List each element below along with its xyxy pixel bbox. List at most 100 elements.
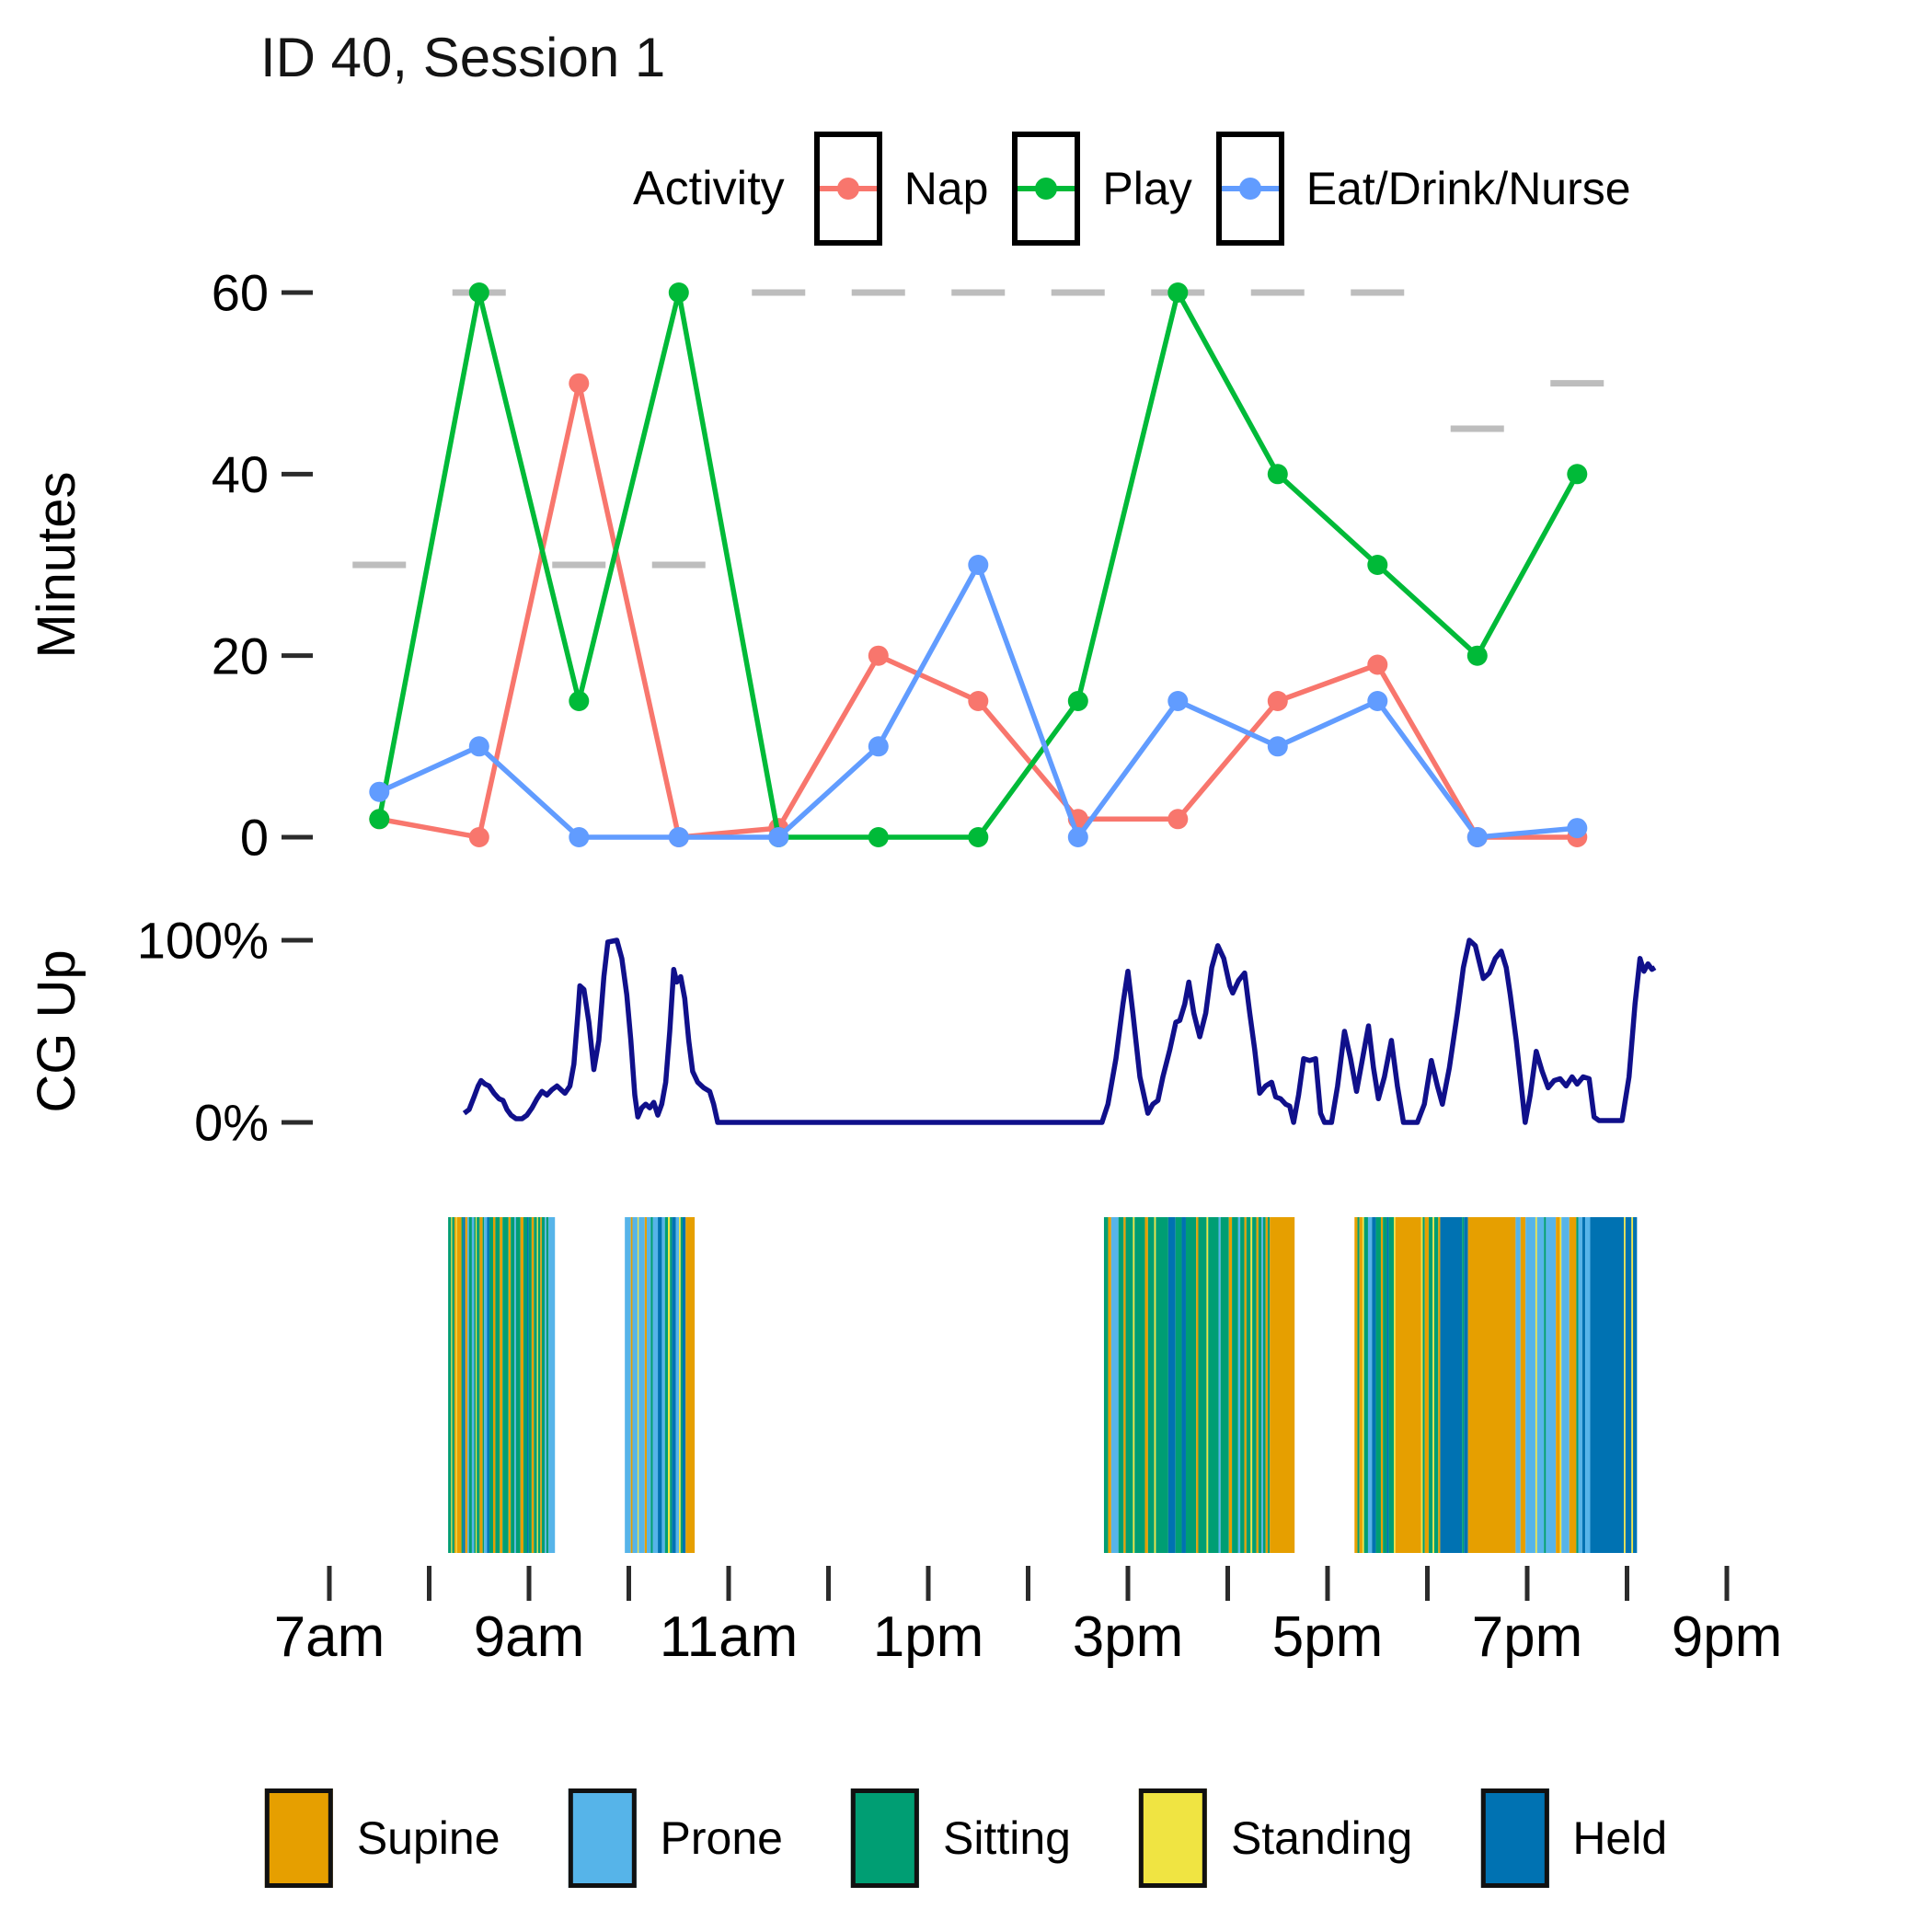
- x-tick-label: 3pm: [1073, 1605, 1184, 1669]
- position-stripe-prone: [1578, 1217, 1582, 1553]
- position-stripe-sitting: [468, 1217, 472, 1553]
- x-tick-label: 7pm: [1472, 1605, 1583, 1669]
- position-stripe-prone: [625, 1217, 631, 1553]
- position-stripe-standing: [1535, 1217, 1537, 1553]
- nap-point: [868, 645, 889, 666]
- legend-key-label: Nap: [903, 163, 989, 214]
- position-stripe-sitting: [1125, 1217, 1133, 1553]
- eat-drink-nurse-point: [1367, 691, 1388, 711]
- position-stripe-prone: [1218, 1217, 1221, 1553]
- position-stripe-prone: [647, 1217, 651, 1553]
- position-stripe-supine: [1424, 1217, 1429, 1553]
- position-stripe-standing: [1133, 1217, 1135, 1553]
- position-stripe-held: [1633, 1217, 1638, 1553]
- play-point: [1167, 282, 1189, 303]
- activity-legend-item-eat-drink-nurse: Eat/Drink/Nurse: [1215, 132, 1631, 246]
- activity-legend-title: Activity: [633, 162, 785, 215]
- position-key-label: Sitting: [942, 1812, 1071, 1864]
- position-stripe-sitting: [1428, 1217, 1433, 1553]
- position-key-swatch: [264, 1788, 333, 1888]
- position-stripe-held: [672, 1217, 676, 1553]
- nap-point: [1167, 809, 1189, 830]
- position-stripe-sitting: [1175, 1217, 1182, 1553]
- eat-drink-nurse-point: [1167, 691, 1189, 711]
- position-stripe-sitting: [650, 1217, 653, 1553]
- position-stripe-supine: [1265, 1217, 1268, 1553]
- position-stripe-supine: [630, 1217, 633, 1553]
- position-stripe-sitting: [502, 1217, 509, 1553]
- position-stripe-sitting: [546, 1217, 549, 1553]
- position-stripe-supine: [1270, 1217, 1295, 1553]
- position-stripe-standing: [668, 1217, 671, 1553]
- position-stripe-sitting: [1462, 1217, 1465, 1553]
- position-stripe-sitting: [1576, 1217, 1579, 1553]
- eat-drink-nurse-point: [569, 827, 590, 847]
- position-stripe-sitting: [1383, 1217, 1387, 1553]
- position-stripe-supine: [500, 1217, 503, 1553]
- position-stripe-sitting: [664, 1217, 668, 1553]
- legend-key-icon: [1012, 132, 1081, 246]
- eat-drink-nurse-point: [868, 736, 889, 757]
- position-stripe-prone: [471, 1217, 475, 1553]
- activity-legend-item-nap: Nap: [813, 132, 989, 246]
- position-stripe-standing: [1631, 1217, 1634, 1553]
- position-stripe-sitting: [1375, 1217, 1381, 1553]
- position-stripe-held: [1581, 1217, 1586, 1553]
- legend-key-icon: [813, 132, 882, 246]
- eat-drink-nurse-point: [1067, 827, 1088, 847]
- x-tick-label: 9pm: [1672, 1605, 1783, 1669]
- position-stripe-supine: [1228, 1217, 1233, 1553]
- position-stripe-supine: [479, 1217, 483, 1553]
- position-stripe-supine: [644, 1217, 648, 1553]
- page-title: ID 40, Session 1: [260, 27, 666, 88]
- position-stripe-supine: [1196, 1217, 1199, 1553]
- position-stripe-supine: [492, 1217, 496, 1553]
- position-stripe-prone: [1546, 1217, 1557, 1553]
- position-stripe-supine: [1395, 1217, 1421, 1553]
- position-stripe-prone: [675, 1217, 680, 1553]
- eat-drink-nurse-point: [668, 827, 689, 847]
- position-stripe-sitting: [1103, 1217, 1109, 1553]
- position-stripe-prone: [638, 1217, 645, 1553]
- position-stripe-standing: [1432, 1217, 1434, 1553]
- legend-key-dot: [836, 178, 859, 200]
- position-stripe-held: [527, 1217, 529, 1553]
- position-legend-item-standing: Standing: [1138, 1788, 1412, 1888]
- position-stripe-supine: [1380, 1217, 1384, 1553]
- position-stripe-supine: [465, 1217, 468, 1553]
- eat-drink-nurse-point: [1466, 827, 1488, 847]
- x-tick-label: 5pm: [1272, 1605, 1384, 1669]
- position-stripe-sitting: [1185, 1217, 1197, 1553]
- position-stripe-prone: [484, 1217, 488, 1553]
- minutes-tick-label: 0: [240, 809, 269, 867]
- position-stripe-prone: [1515, 1217, 1521, 1553]
- position-stripe-prone: [548, 1217, 556, 1553]
- minutes-tick-label: 20: [212, 627, 269, 684]
- position-stripe-supine: [1467, 1217, 1516, 1553]
- position-stripe-standing: [1420, 1217, 1423, 1553]
- position-stripe-sitting: [1267, 1217, 1271, 1553]
- legend-key-label: Eat/Drink/Nurse: [1305, 163, 1631, 214]
- position-stripe-standing: [475, 1217, 477, 1553]
- eat-drink-nurse-point: [1267, 736, 1288, 757]
- position-stripe-supine: [1123, 1217, 1126, 1553]
- position-stripe-sitting: [495, 1217, 500, 1553]
- position-stripe-prone: [1536, 1217, 1545, 1553]
- position-stripe-sitting: [511, 1217, 515, 1553]
- play-point: [1367, 555, 1388, 575]
- position-stripe-held: [1440, 1217, 1463, 1553]
- position-stripe-prone: [1525, 1217, 1535, 1553]
- eat-drink-nurse-point: [768, 827, 789, 847]
- position-stripe-sitting: [1134, 1217, 1145, 1553]
- position-stripe-sitting: [1208, 1217, 1219, 1553]
- position-stripe-sitting: [1232, 1217, 1238, 1553]
- position-stripe-sitting: [670, 1217, 673, 1553]
- eat-drink-nurse-point: [369, 781, 390, 802]
- position-stripe-supine: [1438, 1217, 1441, 1553]
- position-stripe-held: [1372, 1217, 1376, 1553]
- position-stripe-sitting: [448, 1217, 452, 1553]
- position-stripe-supine: [456, 1217, 462, 1553]
- nap-point: [968, 691, 989, 711]
